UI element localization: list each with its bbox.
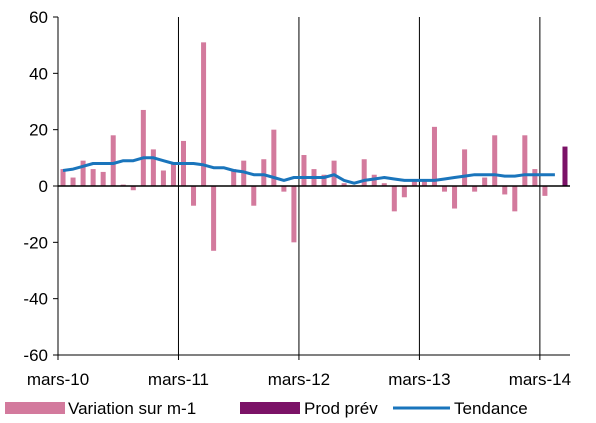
- bar-0-43: [492, 135, 498, 186]
- bar-0-30: [361, 159, 367, 186]
- y-tick-label-6: -60: [23, 346, 48, 365]
- bar-0-45: [512, 186, 518, 212]
- bar-0-40: [462, 149, 468, 186]
- y-tick-label-4: -20: [23, 233, 48, 252]
- x-tick-label-1: mars-11: [148, 370, 209, 389]
- bars: [60, 42, 568, 251]
- bar-0-38: [442, 186, 448, 192]
- bar-0-20: [261, 159, 267, 186]
- x-tick-label-4: mars-14: [509, 370, 571, 389]
- x-axis-ticks: mars-10 mars-11 mars-12 mars-13 mars-14: [27, 355, 571, 389]
- bar-0-22: [281, 186, 287, 192]
- bar-0-0: [60, 169, 66, 186]
- x-tick-label-2: mars-12: [268, 370, 330, 389]
- bar-0-35: [411, 180, 417, 186]
- bar-0-33: [391, 186, 397, 212]
- bar-0-48: [542, 186, 548, 196]
- tendance-line: [62, 156, 555, 185]
- y-tick-label-2: 20: [29, 121, 48, 140]
- legend-label-prod-prev: Prod prév: [304, 399, 378, 418]
- y-tick-label-1: 40: [29, 64, 48, 83]
- bar-0-13: [191, 186, 197, 206]
- bar-0-26: [321, 174, 327, 186]
- bar-0-1: [70, 177, 76, 186]
- bar-0-47: [532, 169, 538, 186]
- y-tick-label-5: -40: [23, 290, 48, 309]
- bar-0-37: [431, 126, 437, 186]
- bar-0-11: [170, 163, 176, 186]
- bar-0-34: [401, 186, 407, 198]
- bar-0-42: [482, 177, 488, 186]
- legend-label-variation: Variation sur m-1: [68, 399, 196, 418]
- bar-0-39: [452, 186, 458, 209]
- bar-0-4: [100, 171, 106, 186]
- bar-0-9: [150, 149, 156, 186]
- bar-0-5: [110, 135, 116, 186]
- bar-0-19: [251, 186, 257, 206]
- bar-0-15: [211, 186, 217, 251]
- bar-0-28: [341, 183, 347, 186]
- bar-0-17: [231, 169, 237, 186]
- bar-0-23: [291, 186, 297, 243]
- y-tick-label-0: 60: [29, 8, 48, 27]
- bar-0-10: [160, 170, 166, 186]
- bar-0-2: [80, 160, 86, 186]
- bar-0-36: [421, 180, 427, 186]
- bar-0-3: [90, 169, 96, 186]
- legend: Variation sur m-1 Prod prév Tendance: [5, 399, 528, 418]
- bar-0-14: [201, 42, 207, 186]
- x-tick-label-3: mars-13: [388, 370, 450, 389]
- y-tick-label-3: 0: [39, 177, 48, 196]
- bar-0-46: [522, 135, 528, 186]
- bar-0-21: [271, 129, 277, 186]
- legend-swatch-variation: [5, 402, 65, 414]
- bar-0-32: [381, 183, 387, 186]
- bar-0-44: [502, 186, 508, 195]
- bar-0-8: [140, 109, 146, 186]
- legend-label-tendance: Tendance: [454, 399, 528, 418]
- bar-0-41: [472, 186, 478, 192]
- legend-swatch-prod-prev: [240, 402, 300, 414]
- bar-0-7: [130, 186, 136, 191]
- y-axis-ticks: 60 40 20 0 -20 -40 -60: [23, 8, 58, 365]
- bar-1-0: [562, 146, 568, 186]
- bar-0-24: [301, 155, 307, 186]
- x-tick-label-0: mars-10: [27, 370, 89, 389]
- trend-line: [62, 156, 555, 185]
